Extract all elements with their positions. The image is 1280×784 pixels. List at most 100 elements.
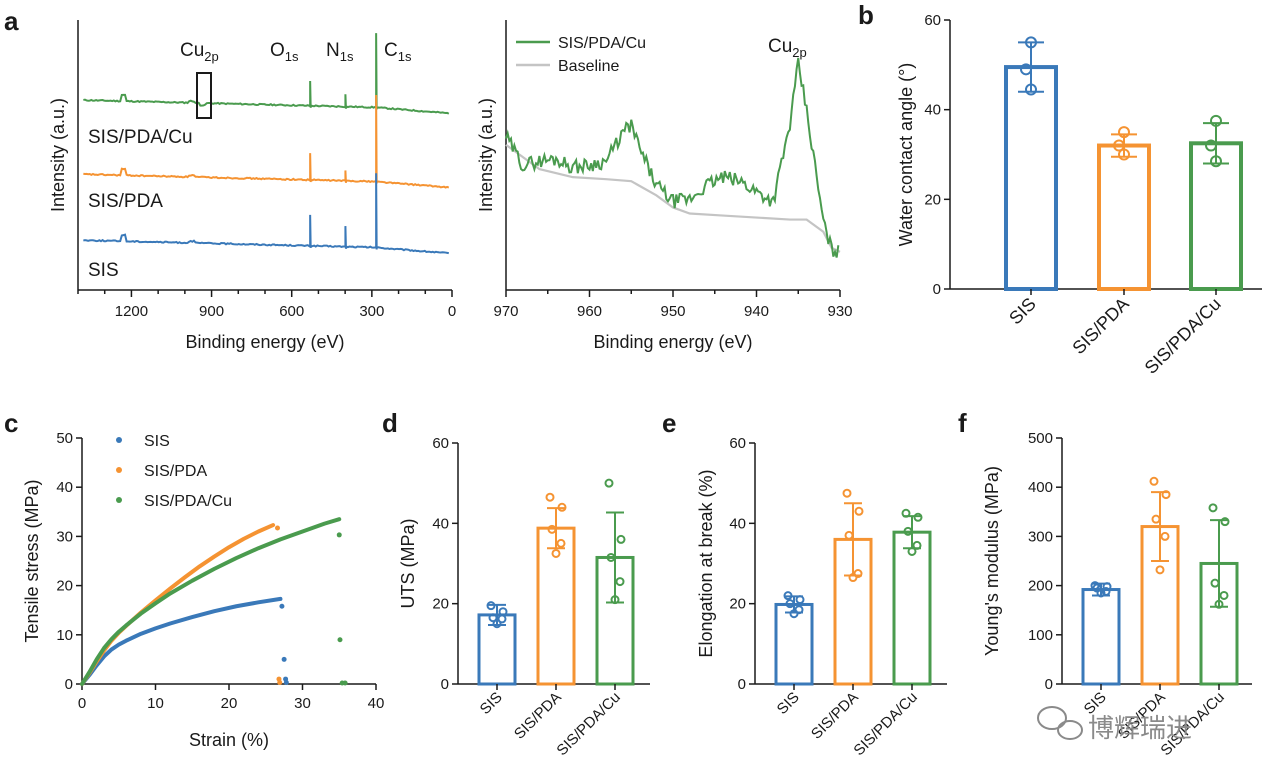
data-point (1118, 126, 1130, 139)
data-point (486, 601, 496, 611)
x-axis-label: Binding energy (eV) (185, 332, 344, 352)
break-point (275, 525, 281, 531)
bar-1 (1081, 588, 1121, 686)
data-point (610, 595, 620, 605)
data-point (1113, 139, 1125, 152)
data-point (789, 609, 799, 619)
bar-3 (1189, 141, 1243, 291)
x-tick-label: 930 (827, 303, 852, 320)
peak-label: Cu2p (180, 40, 219, 64)
data-point (1214, 599, 1224, 609)
wechat-logo-icon (1037, 706, 1083, 740)
data-point (497, 614, 507, 624)
data-point (1025, 83, 1037, 96)
x-tick-label: SIS/PDA/Cu (1141, 294, 1225, 378)
break-point (277, 680, 283, 686)
peak-label: Cu2p (768, 36, 807, 60)
data-point (795, 595, 805, 605)
data-point (1149, 476, 1159, 486)
y-tick-label: 50 (56, 430, 73, 447)
x-tick-label: 30 (294, 695, 311, 712)
data-point (606, 552, 616, 562)
data-point (1101, 587, 1111, 597)
data-point (901, 508, 911, 518)
x-tick-label: 600 (279, 303, 304, 320)
data-point (616, 534, 626, 544)
y-tick-label: 20 (924, 191, 941, 208)
peak-label: C1s (384, 40, 412, 64)
x-tick-label: 300 (359, 303, 384, 320)
data-point (1161, 490, 1171, 500)
break-point (281, 656, 287, 662)
data-point (1155, 565, 1165, 575)
data-point (615, 577, 625, 587)
y-axis-label: Young's modulus (MPa) (982, 466, 1002, 656)
data-point (844, 530, 854, 540)
y-tick-label: 60 (729, 435, 746, 452)
y-tick-label: 60 (924, 12, 941, 29)
data-point (1096, 588, 1106, 598)
spectrum-label: SIS/PDA (88, 191, 163, 212)
panel-label-e: e (662, 408, 676, 438)
y-tick-label: 500 (1028, 430, 1053, 447)
data-point (848, 573, 858, 583)
data-point (785, 599, 795, 609)
data-point (912, 540, 922, 550)
spectrum-label: SIS (88, 260, 119, 281)
panel-label-b: b (858, 0, 874, 30)
legend-label: SIS (144, 433, 170, 450)
data-point (547, 524, 557, 534)
x-tick-label: 1200 (115, 303, 148, 320)
data-point (1151, 514, 1161, 524)
y-tick-label: 0 (738, 676, 746, 693)
data-point (1208, 503, 1218, 513)
y-tick-label: 200 (1028, 578, 1053, 595)
data-point (557, 502, 567, 512)
x-tick-label: SIS (1005, 294, 1040, 329)
break-point (279, 603, 285, 609)
panel-label-a: a (4, 6, 19, 36)
series-1-curve (80, 596, 283, 686)
data-point (1118, 148, 1130, 161)
legend-marker (116, 437, 122, 443)
break-point (283, 680, 289, 686)
x-tick-label: 940 (744, 303, 769, 320)
spectrum-1 (83, 33, 450, 115)
y-tick-label: 60 (432, 435, 449, 452)
stress-strain-chart: 0 10 20 30 40 50 0 10 20 30 40 Strain (%) Tensile st… (22, 430, 384, 750)
data-point (783, 591, 793, 601)
data-point (604, 478, 614, 488)
y-tick-label: 0 (1045, 676, 1053, 693)
x-tick-label: 20 (221, 695, 238, 712)
hr-series-2 (505, 143, 841, 253)
y-tick-label: 20 (729, 596, 746, 613)
x-tick-label: SIS/PDA (1068, 294, 1132, 358)
data-point (854, 506, 864, 516)
data-point (1160, 531, 1170, 541)
x-tick-label: 0 (448, 303, 456, 320)
data-point (556, 538, 566, 548)
x-tick-label: SIS/PDA (511, 689, 565, 743)
data-point (1205, 139, 1217, 152)
legend-marker (116, 467, 122, 473)
peak-label: O1s (270, 40, 299, 64)
bar-2 (536, 526, 576, 686)
watermark-text: 博辉瑞进 (1088, 714, 1192, 744)
y-tick-label: 40 (729, 515, 746, 532)
x-tick-label: SIS/PDA/Cu (553, 689, 623, 759)
x-axis-label: Binding energy (eV) (593, 332, 752, 352)
data-point (842, 488, 852, 498)
data-point (1220, 517, 1230, 527)
y-tick-label: 0 (441, 676, 449, 693)
data-point (488, 613, 498, 623)
x-tick-label: 970 (493, 303, 518, 320)
x-tick-label: SIS/PDA/Cu (850, 689, 920, 759)
break-point (336, 532, 342, 538)
y-axis-label: Intensity (a.u.) (476, 98, 496, 212)
series-3-curve (80, 517, 342, 686)
y-tick-label: 300 (1028, 528, 1053, 545)
